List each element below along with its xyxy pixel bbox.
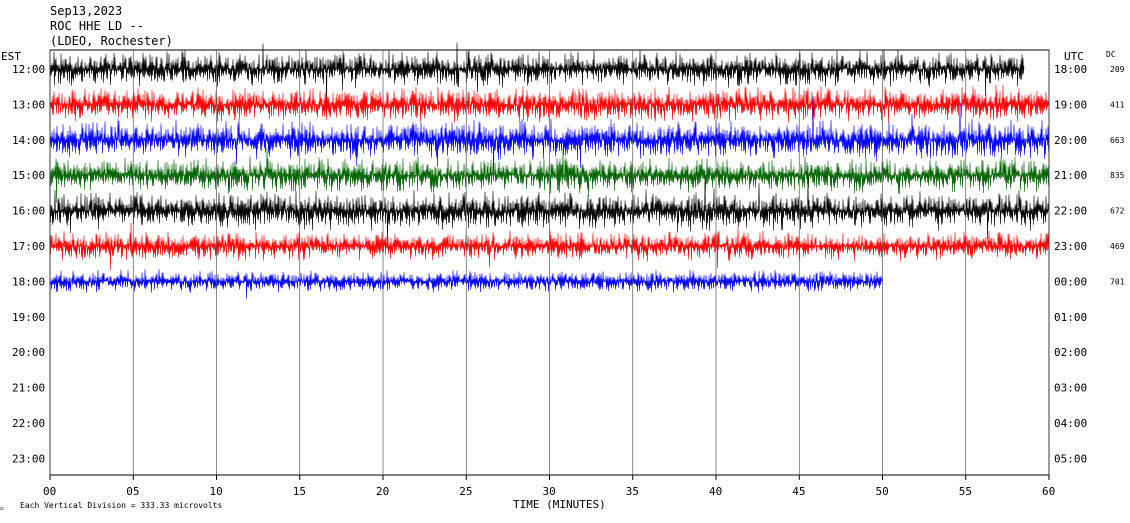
dc-offset-label: 663 <box>1110 136 1125 145</box>
x-tick-label: 45 <box>792 485 805 498</box>
utc-hour-label: 21:00 <box>1054 169 1087 182</box>
est-hour-label: 12:00 <box>12 63 45 76</box>
utc-hour-label: 18:00 <box>1054 63 1087 76</box>
utc-hour-label: 03:00 <box>1054 382 1087 395</box>
x-axis-title: TIME (MINUTES) <box>513 498 606 511</box>
est-hour-label: 13:00 <box>12 98 45 111</box>
utc-hour-label: 05:00 <box>1054 452 1087 465</box>
est-hour-label: 23:00 <box>12 452 45 465</box>
est-hour-label: 15:00 <box>12 169 45 182</box>
date-label: Sep13,2023 <box>50 4 122 18</box>
network-label: (LDEO, Rochester) <box>50 34 173 48</box>
scale-note: Each Vertical Division = 333.33 microvol… <box>20 501 222 510</box>
est-hour-label: 21:00 <box>12 382 45 395</box>
scale-icon: ⚖ <box>0 505 4 512</box>
dc-header-label: DC <box>1106 50 1116 59</box>
dc-offset-label: 469 <box>1110 242 1125 251</box>
utc-hour-label: 20:00 <box>1054 134 1087 147</box>
dc-offset-label: 411 <box>1110 100 1125 109</box>
x-tick-label: 60 <box>1042 485 1055 498</box>
est-hour-label: 16:00 <box>12 205 45 218</box>
dc-offset-label: 701 <box>1110 277 1125 286</box>
x-tick-label: 50 <box>876 485 889 498</box>
x-tick-label: 05 <box>126 485 139 498</box>
utc-hour-label: 00:00 <box>1054 275 1087 288</box>
station-label: ROC HHE LD -- <box>50 19 144 33</box>
utc-hour-label: 01:00 <box>1054 311 1087 324</box>
x-tick-label: 25 <box>459 485 472 498</box>
x-tick-label: 00 <box>43 485 56 498</box>
est-hour-label: 18:00 <box>12 275 45 288</box>
dc-offset-label: 672 <box>1110 207 1125 216</box>
left-timezone-label: EST <box>1 50 21 63</box>
grid-layer: 00 05 10 15 20 25 30 35 40 45 50 55 60 12:00 18:00 209 1… <box>12 49 1125 498</box>
label-layer: Sep13,2023 ROC HHE LD -- (LDEO, Rocheste… <box>0 4 1116 512</box>
x-tick-label: 40 <box>709 485 722 498</box>
est-hour-label: 22:00 <box>12 417 45 430</box>
x-tick-label: 30 <box>543 485 556 498</box>
dc-offset-label: 835 <box>1110 171 1125 180</box>
x-tick-label: 35 <box>626 485 639 498</box>
x-tick-label: 20 <box>376 485 389 498</box>
utc-hour-label: 02:00 <box>1054 346 1087 359</box>
utc-hour-label: 22:00 <box>1054 205 1087 218</box>
est-hour-label: 14:00 <box>12 134 45 147</box>
utc-hour-label: 23:00 <box>1054 240 1087 253</box>
right-timezone-label: UTC <box>1064 50 1084 63</box>
est-hour-label: 17:00 <box>12 240 45 253</box>
x-tick-label: 10 <box>210 485 223 498</box>
dc-offset-label: 209 <box>1110 65 1125 74</box>
est-hour-label: 20:00 <box>12 346 45 359</box>
x-tick-label: 15 <box>293 485 306 498</box>
utc-hour-label: 04:00 <box>1054 417 1087 430</box>
trace-1200 <box>49 42 1025 107</box>
est-hour-label: 19:00 <box>12 311 45 324</box>
utc-hour-label: 19:00 <box>1054 98 1087 111</box>
x-tick-label: 55 <box>959 485 972 498</box>
